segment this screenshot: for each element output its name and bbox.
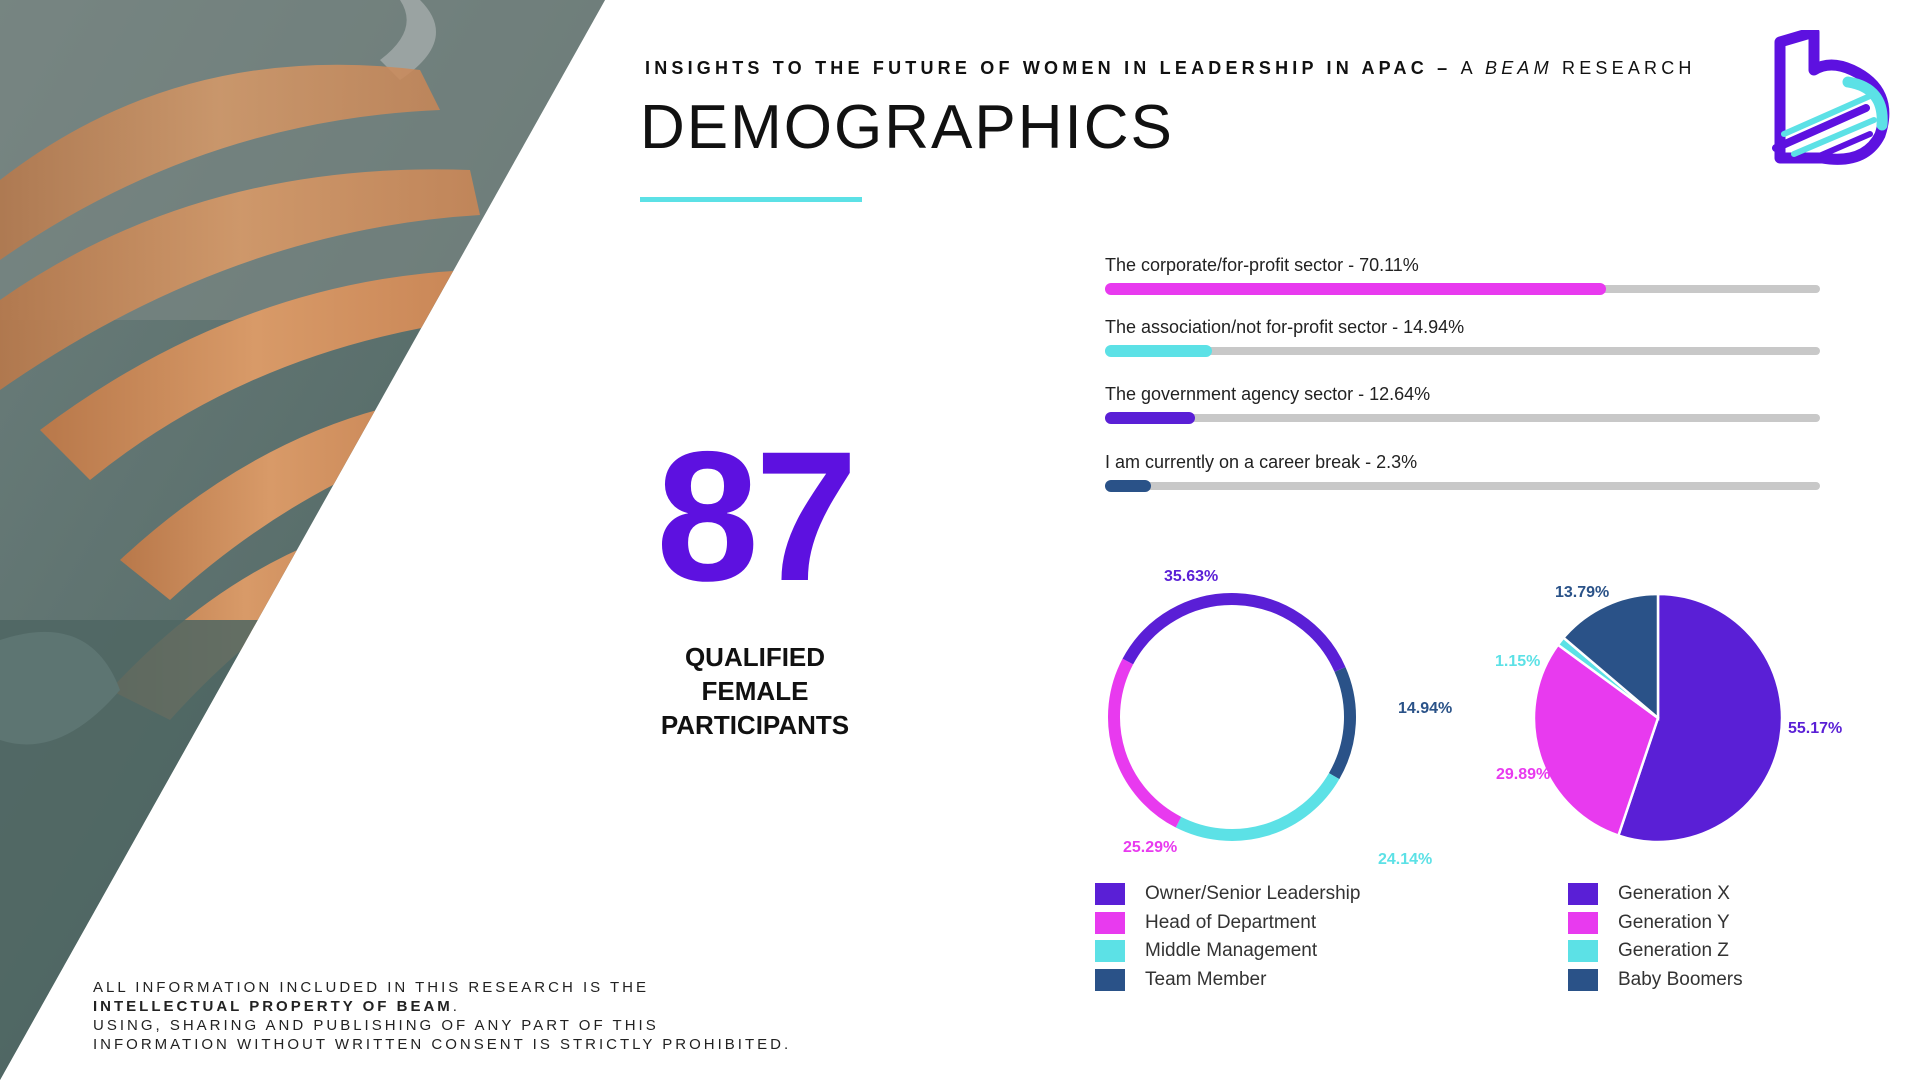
bar-track	[1105, 345, 1820, 357]
title-underline	[640, 197, 862, 202]
bar-fill	[1105, 283, 1607, 295]
donut-segment	[1122, 593, 1346, 672]
donut-segment	[1108, 658, 1182, 828]
legend-item: Generation X	[1568, 880, 1743, 909]
legend-swatch	[1568, 911, 1598, 934]
bar-fill	[1105, 480, 1151, 492]
legend-label: Baby Boomers	[1618, 968, 1743, 990]
slice-value-label: 14.94%	[1398, 700, 1452, 717]
subtitle-research: RESEARCH	[1562, 58, 1696, 78]
caption-line-3: PARTICIPANTS	[660, 710, 850, 740]
slice-value-label: 24.14%	[1378, 851, 1432, 868]
footer-ip: INTELLECTUAL PROPERTY OF BEAM	[93, 998, 453, 1015]
subtitle-beam-research: A BEAM RESEARCH	[1461, 58, 1696, 78]
bar-row: I am currently on a career break - 2.3%	[1105, 452, 1825, 492]
legend-label: Middle Management	[1145, 940, 1318, 962]
subtitle-beam: BEAM	[1485, 58, 1553, 78]
legend-label: Generation Z	[1618, 940, 1729, 962]
subtitle-main: INSIGHTS TO THE FUTURE OF WOMEN IN LEADE…	[645, 58, 1452, 78]
slice-value-label: 55.17%	[1788, 720, 1842, 737]
legend-swatch	[1095, 968, 1125, 991]
legend-label: Team Member	[1145, 968, 1267, 990]
legend-label: Head of Department	[1145, 911, 1317, 933]
slice-value-label: 29.89%	[1496, 766, 1550, 783]
bar-track	[1105, 412, 1820, 424]
bar-label: I am currently on a career break - 2.3%	[1105, 452, 1418, 472]
page-title: DEMOGRAPHICS	[640, 93, 1174, 162]
caption-line-1: QUALIFIED	[684, 642, 826, 672]
bar-row: The corporate/for-profit sector - 70.11%	[1105, 255, 1825, 295]
footer-line-4: INFORMATION WITHOUT WRITTEN CONSENT IS S…	[93, 1036, 792, 1053]
slice-value-label: 25.29%	[1123, 839, 1177, 856]
bar-row: The association/not for-profit sector - …	[1105, 317, 1825, 357]
legend-label: Generation Y	[1618, 911, 1730, 933]
beam-logo	[1770, 26, 1905, 170]
slice-value-label: 1.15%	[1495, 653, 1540, 670]
pie-charts: 35.63% 14.94% 24.14% 25.29% 55.17% 29.89% 1.15…	[1060, 568, 1890, 870]
participant-count: 87	[656, 414, 858, 620]
bar-label: The association/not for-profit sector - …	[1105, 317, 1465, 337]
legend-swatch	[1095, 911, 1125, 934]
legend-item: Team Member	[1095, 966, 1360, 995]
slice-value-label: 13.79%	[1555, 584, 1609, 601]
legend-swatch	[1568, 968, 1598, 991]
footer-period: .	[452, 998, 460, 1015]
participant-caption: QUALIFIED FEMALE PARTICIPANTS	[640, 640, 870, 742]
subtitle-a: A	[1460, 58, 1476, 78]
legend-label: Owner/Senior Leadership	[1145, 883, 1361, 905]
legend-swatch	[1568, 883, 1598, 906]
footer-line-1: ALL INFORMATION INCLUDED IN THIS RESEARC…	[93, 979, 650, 996]
donut-segment	[1175, 773, 1340, 841]
donut-segment	[1328, 667, 1356, 780]
legend-item: Generation Z	[1568, 937, 1743, 966]
legend-label: Generation X	[1618, 883, 1730, 905]
footer-line-3: USING, SHARING AND PUBLISHING OF ANY PAR…	[93, 1017, 659, 1034]
bar-fill	[1105, 345, 1212, 357]
pie-slice	[1532, 642, 1660, 838]
generation-legend: Generation X Generation Y Generation Z Baby…	[1568, 880, 1743, 994]
report-subtitle: INSIGHTS TO THE FUTURE OF WOMEN IN LEADE…	[645, 58, 1691, 79]
hero-photo	[0, 0, 610, 1080]
bar-track	[1105, 480, 1820, 492]
bar-label: The corporate/for-profit sector - 70.11%	[1105, 255, 1419, 275]
legend-item: Middle Management	[1095, 937, 1360, 966]
copyright-notice: ALL INFORMATION INCLUDED IN THIS RESEARC…	[93, 978, 791, 1054]
bar-fill	[1105, 412, 1196, 424]
bar-label: The government agency sector - 12.64%	[1105, 384, 1431, 404]
legend-item: Owner/Senior Leadership	[1095, 880, 1360, 909]
legend-swatch	[1095, 883, 1125, 906]
charts-canvas: 35.63% 14.94% 24.14% 25.29% 55.17% 29.89% 1.15…	[1108, 568, 1842, 868]
caption-line-2: FEMALE	[701, 676, 809, 706]
legend-swatch	[1568, 940, 1598, 963]
bar-row: The government agency sector - 12.64%	[1105, 384, 1825, 424]
pie-slice	[1616, 592, 1784, 844]
slice-value-label: 35.63%	[1164, 570, 1218, 585]
legend-item: Generation Y	[1568, 909, 1743, 938]
legend-item: Baby Boomers	[1568, 966, 1743, 995]
bar-track	[1105, 283, 1820, 295]
footer-line-2: INTELLECTUAL PROPERTY OF BEAM.	[93, 997, 791, 1016]
legend-swatch	[1095, 940, 1125, 963]
legend-item: Head of Department	[1095, 909, 1360, 938]
role-legend: Owner/Senior Leadership Head of Departmen…	[1095, 880, 1360, 994]
pie-slice	[1561, 592, 1660, 721]
